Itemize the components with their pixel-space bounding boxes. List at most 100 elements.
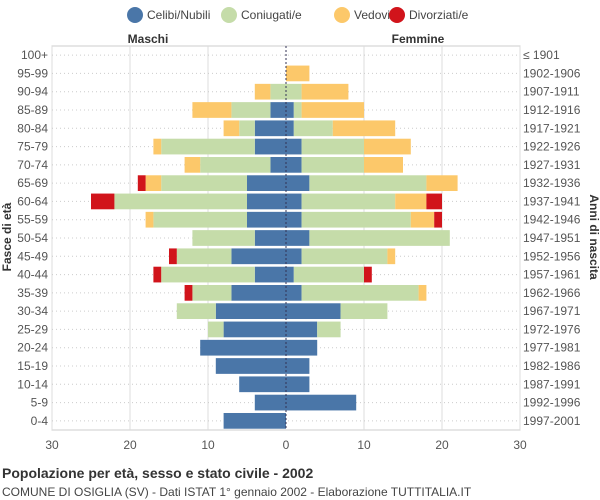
bar-female-70-74-Celibi/Nubili bbox=[286, 156, 302, 173]
birth-year-tick-label: 1982-1986 bbox=[523, 359, 581, 373]
bar-female-55-59-Celibi/Nubili bbox=[286, 211, 302, 228]
x-tick-label: 20 bbox=[123, 438, 137, 452]
legend-label: Coniugati/e bbox=[241, 8, 302, 22]
age-tick-label: 45-49 bbox=[17, 249, 48, 263]
birth-year-tick-label: 1907-1911 bbox=[523, 85, 580, 99]
birth-year-tick-label: ≤ 1901 bbox=[523, 48, 560, 62]
bar-female-55-59-Vedovi/e bbox=[410, 211, 435, 228]
x-tick-label: 10 bbox=[357, 438, 371, 452]
bar-male-20-24-Celibi/Nubili bbox=[200, 339, 286, 356]
age-tick-label: 85-89 bbox=[17, 103, 48, 117]
bar-male-15-19-Celibi/Nubili bbox=[215, 358, 286, 374]
bar-female-45-49-Celibi/Nubili bbox=[286, 248, 302, 265]
x-tick-label: 30 bbox=[45, 438, 59, 452]
age-tick-label: 50-54 bbox=[17, 231, 48, 245]
bar-female-45-49-Coniugati/e bbox=[301, 248, 388, 265]
bar-male-50-54-Celibi/Nubili bbox=[254, 230, 286, 246]
bar-female-75-79-Vedovi/e bbox=[364, 138, 411, 155]
bar-male-45-49-Celibi/Nubili bbox=[231, 248, 286, 265]
age-tick-label: 95-99 bbox=[17, 66, 48, 80]
bar-male-60-64-Divorziati/e bbox=[91, 193, 115, 210]
age-tick-label: 35-39 bbox=[17, 286, 48, 300]
age-tick-label: 40-44 bbox=[17, 268, 48, 282]
bar-male-80-84-Coniugati/e bbox=[239, 120, 255, 137]
bar-male-85-89-Coniugati/e bbox=[231, 102, 271, 118]
birth-year-tick-label: 1952-1956 bbox=[523, 249, 581, 263]
birth-year-tick-label: 1922-1926 bbox=[523, 140, 581, 154]
age-tick-label: 10-14 bbox=[17, 377, 48, 391]
x-tick-label: 10 bbox=[201, 438, 215, 452]
bar-male-40-44-Divorziati/e bbox=[153, 266, 162, 283]
males-label: Maschi bbox=[128, 32, 169, 46]
bar-female-75-79-Coniugati/e bbox=[301, 138, 364, 155]
age-tick-label: 65-69 bbox=[17, 176, 48, 190]
bar-female-50-54-Coniugati/e bbox=[309, 230, 450, 246]
x-tick-label: 20 bbox=[435, 438, 449, 452]
bar-male-90-94-Vedovi/e bbox=[254, 83, 271, 100]
bar-male-70-74-Coniugati/e bbox=[200, 156, 271, 173]
age-tick-label: 60-64 bbox=[17, 194, 48, 208]
bar-male-85-89-Vedovi/e bbox=[192, 102, 232, 118]
bar-male-40-44-Coniugati/e bbox=[161, 266, 255, 283]
bar-female-25-29-Celibi/Nubili bbox=[286, 321, 318, 338]
bar-female-80-84-Vedovi/e bbox=[332, 120, 396, 137]
bar-female-10-14-Celibi/Nubili bbox=[286, 376, 310, 393]
bar-male-65-69-Coniugati/e bbox=[161, 175, 247, 192]
birth-year-tick-label: 1942-1946 bbox=[523, 213, 581, 227]
chart-subtitle: COMUNE DI OSIGLIA (SV) - Dati ISTAT 1° g… bbox=[2, 485, 472, 499]
population-pyramid-chart: 100+ ≤ 1901 95-99 1902-1906 90-94 1907-1911 85… bbox=[0, 7, 600, 452]
bar-female-50-54-Celibi/Nubili bbox=[286, 230, 310, 246]
birth-year-tick-label: 1992-1996 bbox=[523, 396, 581, 410]
bar-male-70-74-Vedovi/e bbox=[184, 156, 201, 173]
bar-female-45-49-Vedovi/e bbox=[387, 248, 396, 265]
bar-female-65-69-Coniugati/e bbox=[309, 175, 427, 192]
age-tick-label: 90-94 bbox=[17, 85, 48, 99]
birth-year-tick-label: 1927-1931 bbox=[523, 158, 581, 172]
legend-marker bbox=[221, 7, 237, 23]
birth-year-tick-label: 1967-1971 bbox=[523, 304, 581, 318]
bar-female-90-94-Vedovi/e bbox=[301, 83, 349, 100]
bar-female-25-29-Coniugati/e bbox=[317, 321, 341, 338]
age-tick-label: 55-59 bbox=[17, 213, 48, 227]
bar-female-65-69-Celibi/Nubili bbox=[286, 175, 310, 192]
bar-female-60-64-Coniugati/e bbox=[301, 193, 396, 210]
bar-male-65-69-Vedovi/e bbox=[145, 175, 162, 192]
x-tick-label: 30 bbox=[513, 438, 527, 452]
bar-female-70-74-Vedovi/e bbox=[364, 156, 403, 173]
bar-male-55-59-Coniugati/e bbox=[153, 211, 247, 228]
axes-group: 100+ ≤ 1901 95-99 1902-1906 90-94 1907-1911 85… bbox=[17, 46, 581, 452]
bar-male-65-69-Divorziati/e bbox=[137, 175, 146, 192]
bar-female-85-89-Celibi/Nubili bbox=[286, 102, 294, 118]
age-tick-label: 20-24 bbox=[17, 341, 48, 355]
bar-male-25-29-Coniugati/e bbox=[208, 321, 224, 338]
birth-year-tick-label: 1977-1981 bbox=[523, 341, 581, 355]
birth-year-tick-label: 1917-1921 bbox=[523, 121, 581, 135]
birth-year-tick-label: 1937-1941 bbox=[523, 194, 581, 208]
bar-female-95-99-Vedovi/e bbox=[286, 65, 310, 82]
bar-male-85-89-Celibi/Nubili bbox=[270, 102, 286, 118]
bar-male-30-34-Coniugati/e bbox=[176, 303, 216, 320]
bar-female-35-39-Celibi/Nubili bbox=[286, 284, 302, 301]
bar-female-30-34-Coniugati/e bbox=[340, 303, 388, 320]
bar-female-75-79-Celibi/Nubili bbox=[286, 138, 302, 155]
bar-female-40-44-Divorziati/e bbox=[364, 266, 372, 283]
bar-female-70-74-Coniugati/e bbox=[301, 156, 364, 173]
birth-year-tick-label: 1932-1936 bbox=[523, 176, 581, 190]
birth-year-tick-label: 1972-1976 bbox=[523, 322, 581, 336]
birth-year-tick-label: 1947-1951 bbox=[523, 231, 581, 245]
bar-female-35-39-Vedovi/e bbox=[418, 284, 427, 301]
bar-male-0-4-Celibi/Nubili bbox=[223, 412, 286, 429]
legend-label: Celibi/Nubili bbox=[147, 8, 210, 22]
bar-female-5-9-Celibi/Nubili bbox=[286, 394, 357, 411]
age-tick-label: 0-4 bbox=[31, 414, 49, 428]
bar-female-35-39-Coniugati/e bbox=[301, 284, 419, 301]
females-label: Femmine bbox=[392, 32, 445, 46]
age-tick-label: 15-19 bbox=[17, 359, 48, 373]
bar-female-55-59-Coniugati/e bbox=[301, 211, 411, 228]
birth-year-tick-label: 1962-1966 bbox=[523, 286, 581, 300]
bar-male-50-54-Coniugati/e bbox=[192, 230, 255, 246]
bar-female-90-94-Coniugati/e bbox=[286, 83, 302, 100]
bar-male-75-79-Coniugati/e bbox=[161, 138, 255, 155]
birth-year-tick-label: 1997-2001 bbox=[523, 414, 581, 428]
age-tick-label: 100+ bbox=[21, 48, 48, 62]
